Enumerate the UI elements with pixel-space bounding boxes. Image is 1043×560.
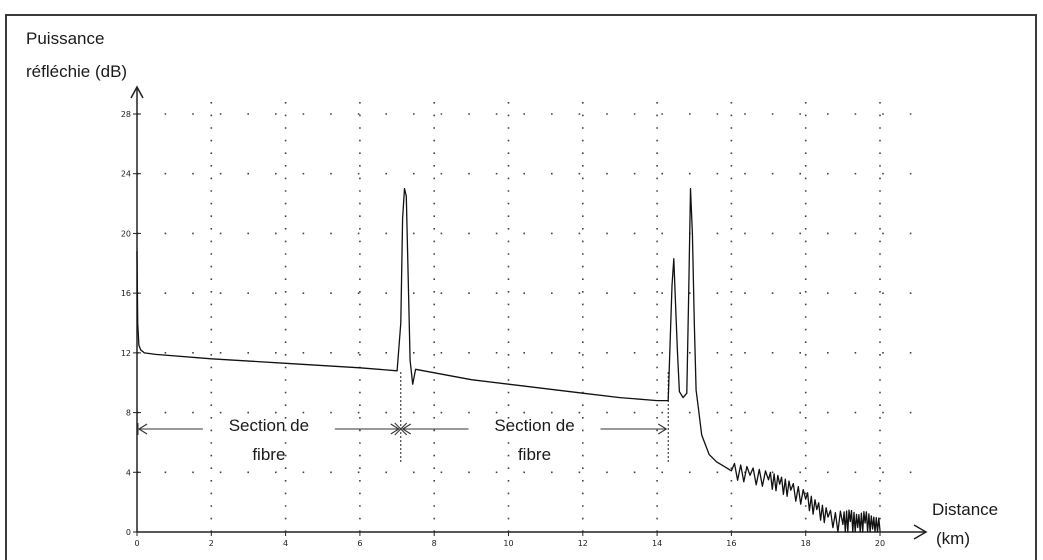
x-tick-label-10: 10: [503, 539, 513, 548]
span-label-1-line-0: Section de: [494, 416, 574, 435]
span-arrow-right-1: [657, 423, 668, 435]
x-tick-label-8: 8: [432, 539, 437, 548]
series-trace: [136, 187, 881, 533]
y-tick-label-28: 28: [121, 110, 131, 119]
chart-frame: [5, 14, 1037, 560]
x-axis-label-line-1: Distance: [932, 500, 998, 519]
span-arrow-right-0: [390, 423, 400, 435]
y-tick-label-16: 16: [121, 289, 131, 298]
span-junction-cross: [394, 422, 408, 436]
y-tick-label-20: 20: [121, 229, 131, 238]
x-tick-label-16: 16: [726, 539, 736, 548]
y-tick-label-8: 8: [126, 409, 131, 418]
y-tick-label-24: 24: [121, 170, 131, 179]
span-arrow-left-0: [137, 423, 148, 435]
y-axis-arrow: [130, 85, 144, 99]
span-label-0-line-1: fibre: [252, 445, 285, 464]
grid-layer: [137, 96, 918, 532]
y-tick-label-0: 0: [126, 528, 131, 537]
x-tick-label-18: 18: [801, 539, 811, 548]
y-tick-label-4: 4: [126, 468, 131, 477]
y-axis-label-line-2: réfléchie (dB): [26, 62, 127, 81]
x-tick-label-6: 6: [357, 539, 362, 548]
x-tick-label-14: 14: [652, 539, 662, 548]
x-axis-label-line-2: (km): [936, 529, 970, 548]
x-axis-arrow: [913, 524, 928, 540]
axes-layer: [130, 85, 928, 540]
y-tick-label-12: 12: [121, 349, 131, 358]
span-label-1-line-1: fibre: [518, 445, 551, 464]
x-tick-label-12: 12: [578, 539, 588, 548]
annotation-layer: Section de fibre Section de fibre: [137, 372, 669, 464]
x-tick-label-20: 20: [875, 539, 885, 548]
y-axis-label-line-1: Puissance: [26, 29, 104, 48]
span-arrow-left-1: [401, 423, 412, 435]
x-tick-label-0: 0: [134, 539, 139, 548]
x-tick-label-2: 2: [209, 539, 214, 548]
span-label-0-line-0: Section de: [229, 416, 309, 435]
x-tick-label-4: 4: [283, 539, 288, 548]
